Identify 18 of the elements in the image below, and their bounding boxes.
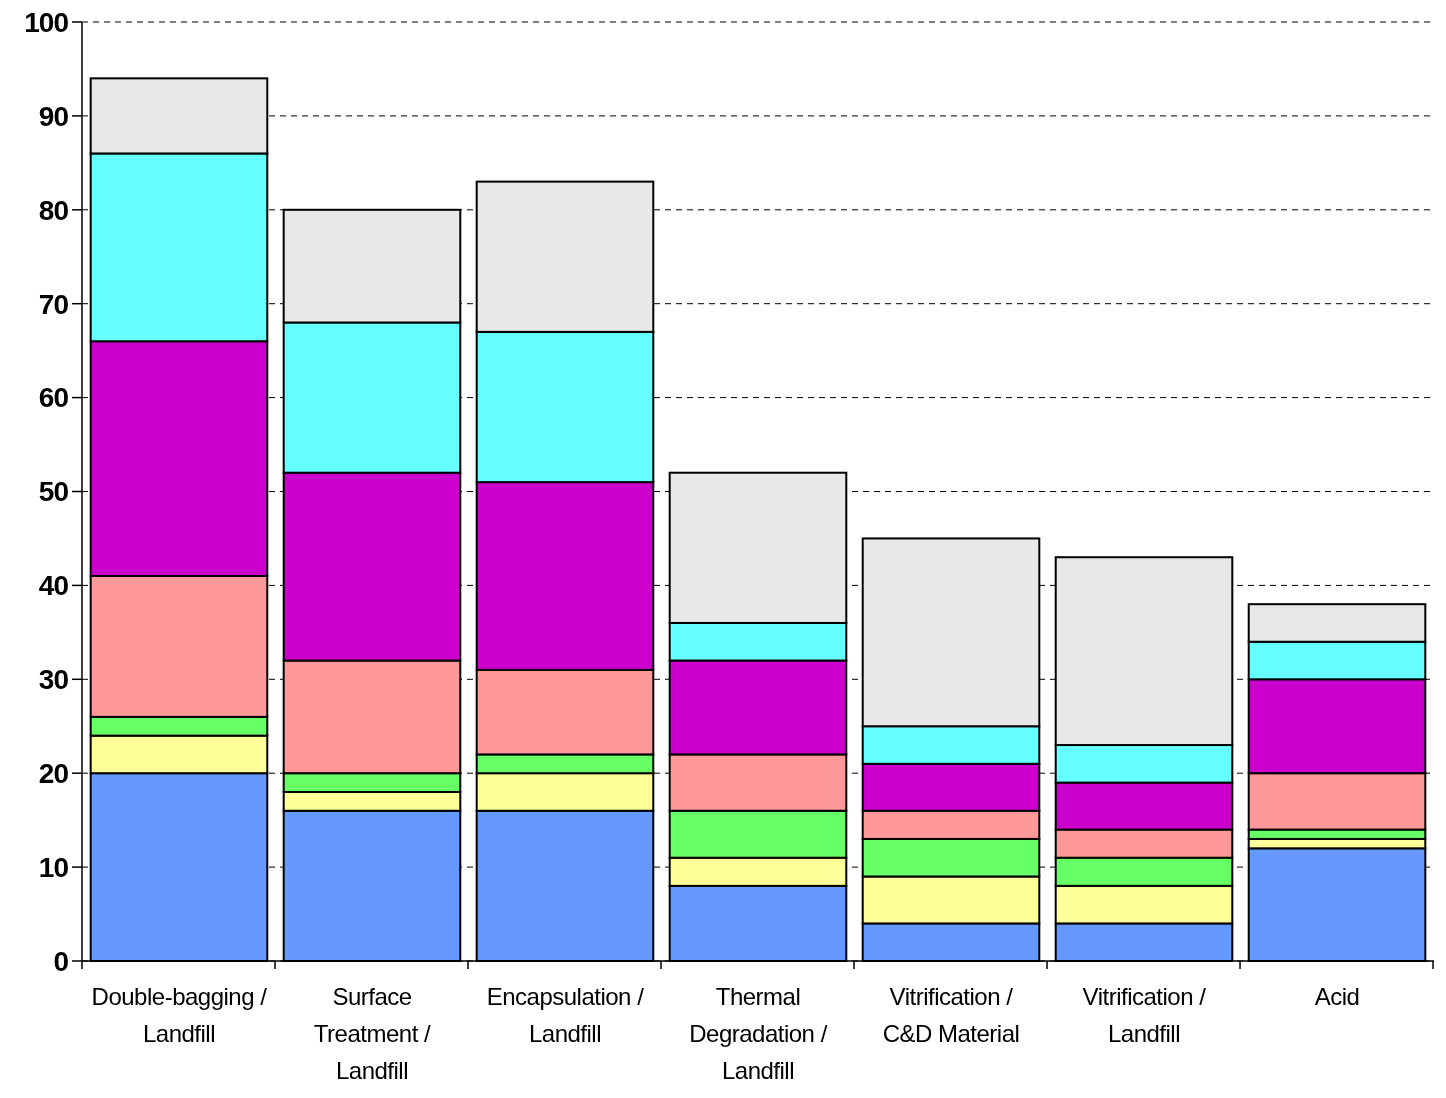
x-tick-label: Acid [1314, 983, 1360, 1010]
y-tick-label: 20 [38, 758, 69, 789]
y-tick-label: 60 [38, 382, 69, 414]
x-tick-label: Thermal Degradation / Landfill [689, 983, 828, 1084]
y-tick-label: 10 [38, 851, 69, 883]
y-tick-label: 50 [38, 476, 69, 508]
y-tick-label: 0 [53, 945, 69, 977]
y-tick-label: 40 [38, 570, 69, 602]
x-tick-label: Encapsulation / Landfill [486, 983, 645, 1047]
x-tick-label: Vitrification / Landfill [1082, 983, 1207, 1047]
x-tick-label: Surface Treatment / Landfill [313, 983, 431, 1084]
y-tick-label: 70 [38, 288, 69, 320]
x-tick-label: Vitrification / C&D Material [882, 983, 1020, 1047]
y-tick-label: 100 [24, 6, 69, 38]
y-tick-label: 90 [38, 100, 69, 132]
y-tick-label: 30 [38, 664, 69, 696]
y-tick-label: 80 [38, 194, 69, 226]
x-tick-label: Double-bagging / Landfill [91, 983, 268, 1047]
